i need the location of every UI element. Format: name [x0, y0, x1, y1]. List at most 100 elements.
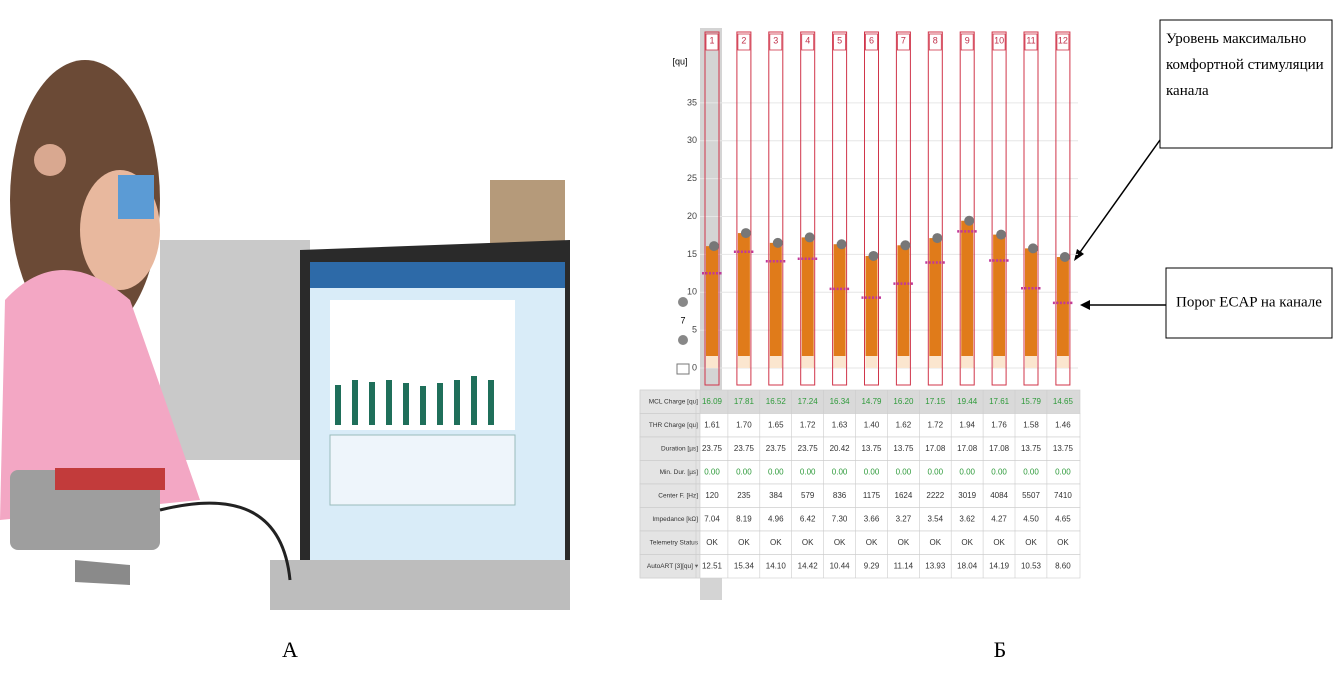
table-cell: 17.15	[925, 397, 946, 406]
channel-number: 8	[933, 35, 938, 45]
mcl-knob	[836, 239, 847, 250]
panel-label: Б	[994, 637, 1007, 662]
table-cell: 16.20	[893, 397, 914, 406]
table-cell: OK	[1057, 538, 1069, 547]
row-label: Impedance [kΩ]	[652, 516, 698, 523]
channel-outline	[895, 31, 911, 386]
row-header-bg	[639, 554, 701, 579]
table-cell: 14.65	[1053, 397, 1074, 406]
y-tick-label: 5	[692, 325, 697, 335]
channel-outline	[991, 31, 1007, 386]
control-button[interactable]	[678, 297, 688, 307]
table-cell: 5507	[1022, 491, 1040, 500]
table-cell: 6.42	[800, 514, 816, 523]
bar-base	[1025, 356, 1037, 368]
channel-number: 9	[965, 35, 970, 45]
table-cell: 3.62	[959, 514, 975, 523]
bar-base	[993, 356, 1006, 368]
channel-outline	[832, 31, 848, 386]
table-cell: 13.75	[861, 444, 882, 453]
control-button[interactable]	[676, 363, 690, 375]
table-cell: 8.60	[1055, 561, 1071, 570]
bar	[833, 244, 846, 368]
row-label: Duration [µs]	[661, 445, 698, 452]
channel-outline	[768, 31, 784, 386]
table-cell: 1.58	[1023, 420, 1039, 429]
bar-base	[961, 356, 974, 368]
channel-number: 1	[709, 35, 714, 45]
channel-number: 10	[994, 35, 1004, 45]
table-cell: 836	[833, 491, 847, 500]
table-cell: OK	[770, 538, 782, 547]
annotation-text: Уровень максимально комфортной стимуляци…	[1166, 31, 1324, 99]
channel-number-box	[1024, 33, 1038, 51]
row-label: THR Charge [qu]	[649, 422, 698, 429]
arrow	[1077, 139, 1161, 256]
bar	[1025, 248, 1037, 368]
mcl-knob	[772, 237, 783, 248]
annotation-box	[1165, 267, 1333, 339]
bar-base	[897, 356, 910, 368]
table-cell: 1.94	[959, 420, 975, 429]
y-tick-label: 35	[687, 97, 697, 107]
row-label: MCL Charge [qu]	[649, 398, 698, 405]
annotation: Уровень максимально комфортной стимуляци…	[1166, 31, 1324, 99]
bar	[961, 220, 974, 368]
table-cell: 0.00	[991, 467, 1007, 476]
channel-number: 6	[869, 35, 874, 45]
table-cell: 3.66	[864, 514, 880, 523]
table-cell: 17.81	[734, 397, 755, 406]
table-cell: 23.75	[798, 444, 819, 453]
table-cell: 0.00	[959, 467, 975, 476]
y-axis-label: [qu]	[672, 56, 687, 66]
bar	[993, 234, 1006, 368]
mcl-knob	[868, 250, 879, 261]
table-cell: 15.34	[734, 561, 755, 570]
table-cell: 17.24	[798, 397, 819, 406]
table-cell: 10.53	[1021, 561, 1042, 570]
table-cell: 23.75	[766, 444, 787, 453]
channel-number-box	[833, 33, 846, 51]
bar	[1056, 257, 1069, 368]
mcl-knob	[932, 233, 943, 244]
table-cell: 120	[705, 491, 719, 500]
channel-number: 12	[1058, 35, 1068, 45]
bar-base	[706, 356, 718, 368]
annotation-box	[1159, 19, 1333, 149]
channel-number-box	[960, 33, 974, 51]
table-cell: 4.27	[991, 514, 1007, 523]
bar	[929, 238, 942, 368]
table-cell: OK	[961, 538, 973, 547]
table-cell: 16.34	[830, 397, 851, 406]
table-cell: 0.00	[768, 467, 784, 476]
annotation-text: Порог ECAP на канале	[1176, 294, 1322, 310]
table-cell: 23.75	[702, 444, 723, 453]
table-cell: 1624	[895, 491, 913, 500]
control-button[interactable]	[678, 335, 688, 345]
table-cell: OK	[834, 538, 846, 547]
mcl-knob	[804, 232, 815, 243]
table-cell: 4.65	[1055, 514, 1071, 523]
channel-number-box	[992, 33, 1006, 51]
table-cell: 1.63	[832, 420, 848, 429]
channel-outline	[1023, 31, 1039, 386]
table-cell: 7410	[1054, 491, 1072, 500]
table-cell: 23.75	[734, 444, 755, 453]
table-cell: 4.50	[1023, 514, 1039, 523]
table-cell: 13.93	[925, 561, 946, 570]
table-cell: 3019	[958, 491, 976, 500]
table-cell: 1.40	[864, 420, 880, 429]
channel-number-box	[801, 33, 815, 51]
mcl-knob	[900, 240, 911, 251]
table-cell: 1.61	[704, 420, 720, 429]
channel-outline	[800, 31, 816, 386]
channel-number: 11	[1026, 35, 1035, 45]
table-cell: 1.72	[800, 420, 816, 429]
arrow-head	[1080, 300, 1090, 310]
table-cell: 13.75	[893, 444, 914, 453]
table-cell: 13.75	[1053, 444, 1074, 453]
bar-base	[865, 356, 878, 368]
table-cell: 2222	[926, 491, 944, 500]
table-cell: 0.00	[736, 467, 752, 476]
